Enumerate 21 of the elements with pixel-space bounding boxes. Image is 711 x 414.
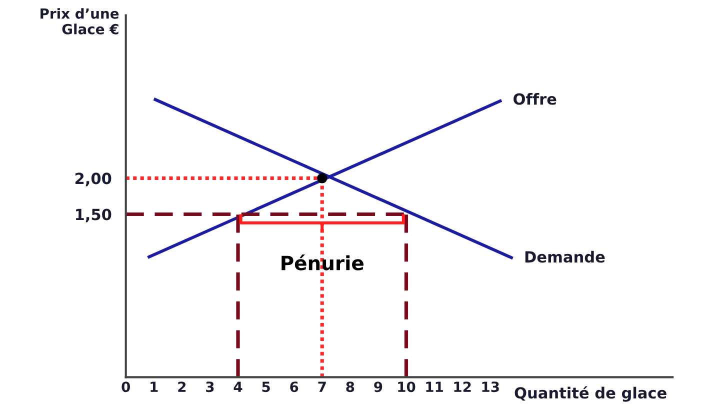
annotation: Pénurie: [282, 254, 364, 270]
y-axis-title: Prix d’une Glace €: [40, 8, 119, 34]
x-tick-label: 4: [234, 382, 242, 392]
x-tick-label: 3: [206, 382, 214, 392]
x-tick-label: 2: [178, 382, 186, 392]
x-tick-label: 1: [150, 382, 158, 392]
x-tick-label: 8: [346, 382, 354, 392]
x-tick-label: 5: [262, 382, 270, 392]
y-tick-label: 1,50: [76, 208, 112, 222]
x-axis-title: Quantité de glace: [514, 386, 666, 402]
x-tick-label: 10: [398, 382, 416, 392]
x-tick-label: 6: [290, 382, 298, 392]
x-tick-label: 7: [318, 382, 326, 392]
x-tick-label: 11: [426, 382, 443, 392]
y-tick-label: 2,00: [75, 172, 112, 186]
x-tick-label: 12: [454, 382, 471, 392]
x-tick-label: 0: [122, 382, 130, 392]
x-tick-label: 9: [374, 382, 382, 392]
x-tick-label: 13: [482, 382, 499, 392]
series-label: Demande: [525, 250, 605, 263]
series-label: Offre: [514, 92, 556, 105]
